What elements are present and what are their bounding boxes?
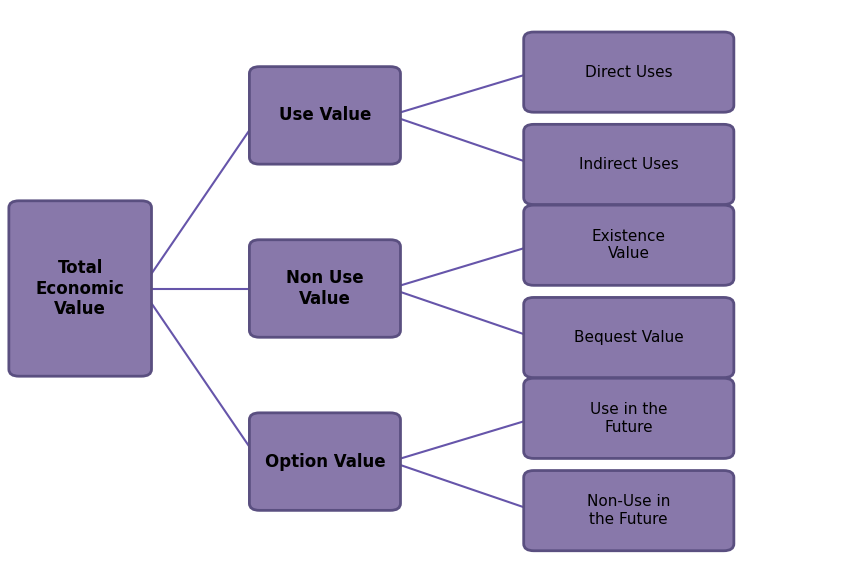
FancyBboxPatch shape <box>250 66 401 164</box>
Text: Option Value: Option Value <box>265 452 385 471</box>
FancyBboxPatch shape <box>523 298 734 378</box>
FancyBboxPatch shape <box>9 201 152 376</box>
Text: Use in the
Future: Use in the Future <box>590 402 668 434</box>
Text: Non Use
Value: Non Use Value <box>286 269 364 308</box>
Text: Indirect Uses: Indirect Uses <box>579 157 679 172</box>
Text: Use Value: Use Value <box>279 106 371 125</box>
Text: Non-Use in
the Future: Non-Use in the Future <box>587 494 670 527</box>
FancyBboxPatch shape <box>250 240 401 337</box>
Text: Existence
Value: Existence Value <box>592 229 666 261</box>
FancyBboxPatch shape <box>523 32 734 112</box>
FancyBboxPatch shape <box>523 379 734 458</box>
Text: Direct Uses: Direct Uses <box>585 65 673 80</box>
FancyBboxPatch shape <box>523 471 734 550</box>
Text: Total
Economic
Value: Total Economic Value <box>35 258 125 319</box>
FancyBboxPatch shape <box>523 205 734 286</box>
FancyBboxPatch shape <box>250 413 401 510</box>
FancyBboxPatch shape <box>523 125 734 205</box>
Text: Bequest Value: Bequest Value <box>574 330 684 345</box>
